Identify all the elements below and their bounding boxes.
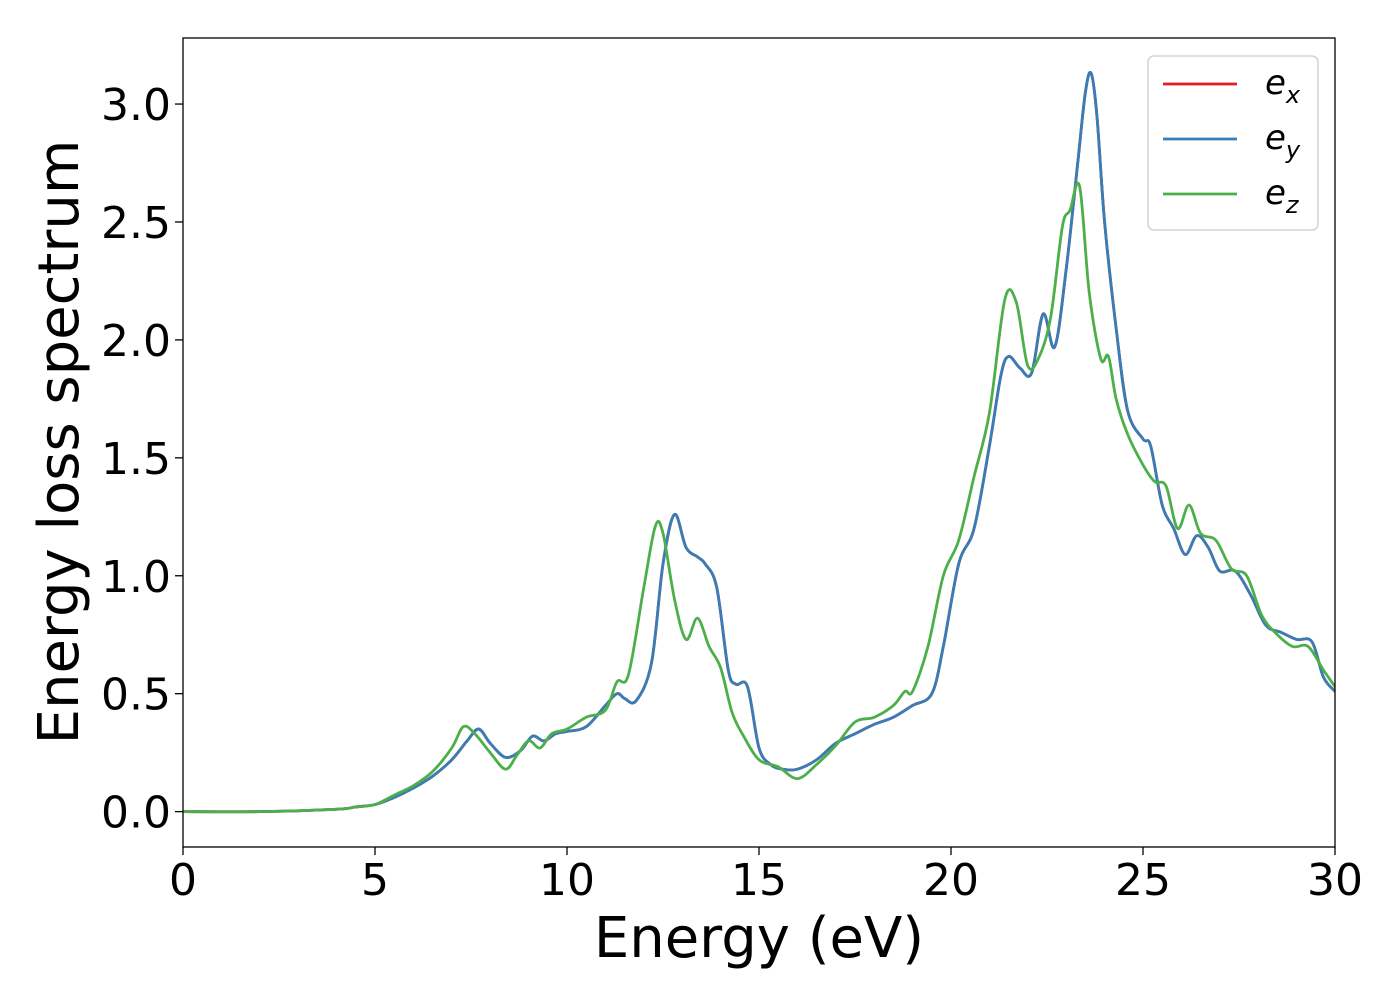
x-tick-label: 25 (1115, 855, 1171, 906)
x-tick-label: 0 (169, 855, 197, 906)
legend-subscript-x: x (1285, 81, 1301, 109)
x-axis-ticks: 0 5 10 15 20 25 30 (169, 847, 1363, 906)
series-line-z (183, 181, 1335, 814)
y-tick-label: 0.0 (101, 788, 171, 839)
y-axis-ticks: 0.0 0.5 1.0 1.5 2.0 2.5 3.0 (101, 80, 183, 839)
y-tick-label: 1.5 (101, 434, 171, 485)
legend-subscript-y: y (1285, 136, 1301, 164)
y-tick-label: 0.5 (101, 670, 171, 721)
x-tick-label: 10 (539, 855, 595, 906)
y-axis-label: Energy loss spectrum (27, 140, 92, 745)
y-tick-label: 1.0 (101, 552, 171, 603)
x-tick-label: 15 (731, 855, 787, 906)
y-tick-label: 2.0 (101, 316, 171, 367)
x-tick-label: 20 (923, 855, 979, 906)
series-layer (183, 71, 1335, 814)
x-axis-label: Energy (eV) (594, 906, 924, 971)
x-tick-label: 30 (1307, 855, 1363, 906)
y-tick-label: 3.0 (101, 80, 171, 131)
legend-frame (1147, 55, 1319, 231)
legend-label-z: ez (1265, 173, 1300, 219)
legend-subscript-z: z (1285, 191, 1300, 219)
y-tick-label: 2.5 (101, 198, 171, 249)
x-tick-label: 5 (361, 855, 389, 906)
